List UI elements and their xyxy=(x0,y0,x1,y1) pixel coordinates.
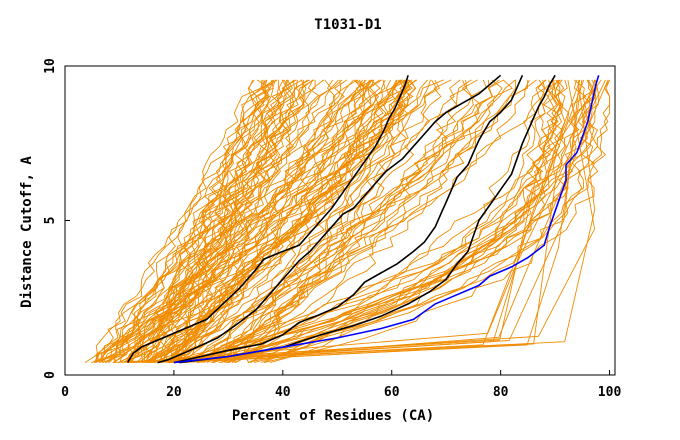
highlight-black-curve xyxy=(179,74,556,364)
y-axis: 0 5 10 xyxy=(43,58,70,379)
other-model-curve xyxy=(176,79,397,363)
x-axis-label: Percent of Residues (CA) xyxy=(232,408,434,424)
highlight-models-layer xyxy=(126,74,600,364)
other-model-curve xyxy=(146,79,596,364)
other-model-curve xyxy=(140,79,386,363)
other-model-curve xyxy=(231,79,488,363)
other-model-curve xyxy=(213,79,517,363)
other-model-curve xyxy=(243,79,414,363)
x-tick-label: 100 xyxy=(598,385,622,400)
other-model-curve xyxy=(148,79,309,363)
x-tick-label: 80 xyxy=(493,385,509,400)
x-axis: 0 20 40 60 80 100 xyxy=(61,370,621,400)
other-model-curve xyxy=(180,79,461,364)
other-model-curve xyxy=(93,79,366,364)
other-model-curve xyxy=(94,79,276,363)
other-model-curve xyxy=(233,79,565,364)
other-model-curve xyxy=(129,79,596,364)
highlight-black-curve xyxy=(126,75,409,364)
other-model-curve xyxy=(144,79,274,363)
other-model-curve xyxy=(95,79,402,363)
other-model-curve xyxy=(135,79,348,363)
x-tick-label: 60 xyxy=(384,385,400,400)
chart-title: T1031-D1 xyxy=(314,17,381,33)
other-model-curve xyxy=(128,79,606,364)
other-model-curve xyxy=(95,79,362,363)
other-model-curve xyxy=(227,79,441,363)
other-model-curve xyxy=(178,79,371,363)
other-model-curve xyxy=(250,79,407,363)
other-model-curve xyxy=(235,79,478,363)
highlight-black-curve xyxy=(157,74,502,364)
other-model-curve xyxy=(154,79,411,363)
x-tick-label: 0 xyxy=(61,385,69,400)
other-model-curve xyxy=(168,79,278,363)
other-model-curve xyxy=(203,79,546,364)
other-model-curve xyxy=(145,79,403,363)
other-model-curve xyxy=(247,79,559,364)
other-model-curve xyxy=(101,79,297,363)
highlight-black-curve xyxy=(173,74,524,364)
other-model-curve xyxy=(122,79,307,364)
other-model-curve xyxy=(90,79,373,364)
other-model-curve xyxy=(100,79,291,363)
other-model-curve xyxy=(139,79,255,363)
y-tick-label: 10 xyxy=(43,58,58,74)
other-model-curve xyxy=(157,79,580,364)
x-tick-label: 40 xyxy=(275,385,291,400)
other-model-curve xyxy=(167,79,363,363)
other-model-curve xyxy=(171,79,409,363)
other-model-curve xyxy=(182,79,500,363)
y-axis-label: Distance Cutoff, A xyxy=(19,156,35,308)
other-model-curve xyxy=(102,79,275,363)
other-model-curve xyxy=(197,79,552,364)
other-models-layer xyxy=(84,79,611,364)
x-tick-label: 20 xyxy=(166,385,182,400)
other-model-curve xyxy=(143,79,267,363)
y-tick-label: 5 xyxy=(43,217,58,225)
highlight-blue-curve xyxy=(173,75,600,364)
other-model-curve xyxy=(141,79,537,364)
other-model-curve xyxy=(261,79,563,364)
other-model-curve xyxy=(127,79,452,363)
other-model-curve xyxy=(160,79,289,363)
other-model-curve xyxy=(235,79,563,363)
other-model-curve xyxy=(220,79,516,363)
other-model-curve xyxy=(160,79,392,363)
other-model-curve xyxy=(263,79,611,364)
other-model-curve xyxy=(172,79,609,364)
other-model-curve xyxy=(112,79,305,363)
other-model-curve xyxy=(179,79,547,364)
other-model-curve xyxy=(118,79,381,364)
other-model-curve xyxy=(173,79,550,364)
other-model-curve xyxy=(225,79,564,364)
y-tick-label: 0 xyxy=(43,371,58,379)
